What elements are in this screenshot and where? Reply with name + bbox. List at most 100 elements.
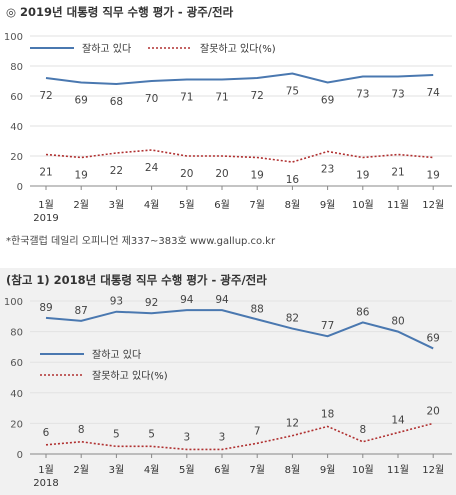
data-label-positive: 74 [427,87,441,99]
data-label-positive: 69 [75,95,88,107]
x-tick-label: 10월 [352,464,374,476]
data-label-negative: 8 [359,424,366,436]
data-label-positive: 73 [356,89,369,101]
y-tick-label: 80 [10,62,23,73]
data-label-positive: 75 [286,86,299,98]
y-tick-label: 20 [10,152,23,163]
x-tick-label: 6월 [214,464,230,476]
x-tick-label: 7월 [249,199,265,211]
source-note: *한국갤럽 데일리 오피니언 제337~383호 www.gallup.co.k… [6,236,276,247]
data-label-negative: 8 [78,424,85,436]
x-tick-label: 8월 [285,199,301,211]
x-tick-label: 1월 [38,199,54,211]
data-label-negative: 23 [321,164,334,176]
y-tick-label: 0 [17,450,23,461]
y-tick-label: 40 [10,389,23,400]
y-tick-label: 40 [10,122,23,133]
data-label-negative: 21 [39,167,52,179]
series-line-positive [45,72,434,86]
data-label-positive: 94 [180,294,194,306]
data-label-negative: 12 [286,418,299,430]
y-tick-label: 20 [10,419,23,430]
data-label-positive: 71 [180,92,193,104]
data-label-negative: 21 [391,167,404,179]
x-tick-label: 3월 [109,464,125,476]
legend-label-positive: 잘하고 있다 [92,348,141,361]
series-line-positive [45,309,434,350]
data-label-negative: 3 [219,431,226,443]
y-tick-label: 0 [17,182,23,193]
data-label-negative: 6 [43,427,50,439]
data-label-negative: 20 [215,168,228,180]
data-label-negative: 5 [148,428,155,440]
data-label-positive: 94 [215,294,229,306]
data-label-negative: 16 [286,174,300,186]
x-tick-label: 11월 [387,464,409,476]
data-label-positive: 72 [251,90,264,102]
y-tick-label: 100 [4,32,23,43]
data-label-positive: 77 [321,320,334,332]
data-label-positive: 86 [356,306,370,318]
data-label-positive: 73 [391,89,404,101]
data-label-positive: 82 [286,313,299,325]
y-tick-label: 60 [10,92,23,103]
legend-label-negative: 잘못하고 있다(%) [92,369,168,382]
x-tick-label: 12월 [422,199,444,211]
x-tick-label: 12월 [422,464,444,476]
data-label-positive: 69 [321,95,334,107]
chart-panel-2018: (참고 1) 2018년 대통령 직무 수행 평가 - 광주/전라 0 20 40 6… [0,268,456,495]
data-label-positive: 92 [145,297,158,309]
data-label-positive: 80 [391,316,404,328]
x-tick-label: 4월 [144,464,160,476]
data-label-positive: 89 [39,302,52,314]
data-label-negative: 19 [75,170,88,182]
chart-2018: 0 20 40 60 80 100 1월 2월 3월 4월 5월 6월 7월 8월 9월 10월 11월 12월 2… [4,294,452,489]
data-label-positive: 71 [215,92,228,104]
data-label-negative: 19 [427,170,440,182]
x-tick-label: 4월 [144,199,160,211]
y-tick-label: 100 [4,297,23,308]
data-label-negative: 19 [356,170,369,182]
data-label-negative: 18 [321,408,334,420]
data-label-positive: 72 [39,90,52,102]
legend-label-positive: 잘하고 있다 [82,42,131,55]
data-label-negative: 5 [113,428,120,440]
data-label-negative: 20 [180,168,193,180]
data-label-positive: 70 [145,93,158,105]
series-line-negative [45,422,434,451]
y-tick-label: 60 [10,358,23,369]
y-tick-label: 80 [10,328,23,339]
data-label-negative: 7 [254,425,261,437]
legend-label-negative: 잘못하고 있다(%) [200,42,276,55]
chart-title-2019: ◎ 2019년 대통령 직무 수행 평가 - 광주/전라 [6,5,234,19]
x-tick-label: 3월 [109,199,125,211]
chart-title-2018: (참고 1) 2018년 대통령 직무 수행 평가 - 광주/전라 [6,273,267,287]
data-label-negative: 20 [427,405,440,417]
x-tick-label: 2월 [73,464,89,476]
chart-panel-2019: ◎ 2019년 대통령 직무 수행 평가 - 광주/전라 0 20 40 60 80 10… [3,5,452,247]
series-line-negative [45,149,434,163]
data-label-negative: 24 [145,162,159,174]
chart-2019: 0 20 40 60 80 100 1월 2월 3월 4월 5월 6월 7월 8월 9월 10월 11월 12월 2… [4,32,452,224]
data-label-negative: 22 [110,165,123,177]
x-tick-label: 1월 [38,464,54,476]
x-tick-label: 11월 [387,199,409,211]
data-label-positive: 69 [427,332,440,344]
x-tick-label: 10월 [352,199,374,211]
data-label-positive: 68 [110,96,123,108]
data-label-negative: 19 [251,170,264,182]
data-label-positive: 88 [251,303,264,315]
x-tick-label: 7월 [249,464,265,476]
x-tick-label: 5월 [179,464,195,476]
x-tick-label: 9월 [320,199,336,211]
year-label: 2019 [33,213,58,224]
x-tick-label: 6월 [214,199,230,211]
data-label-positive: 87 [75,305,88,317]
data-label-negative: 3 [183,431,190,443]
x-tick-label: 5월 [179,199,195,211]
x-tick-label: 2월 [73,199,89,211]
year-label: 2018 [33,478,58,489]
data-label-positive: 93 [110,296,123,308]
x-tick-label: 9월 [320,464,336,476]
data-label-negative: 14 [391,415,405,427]
